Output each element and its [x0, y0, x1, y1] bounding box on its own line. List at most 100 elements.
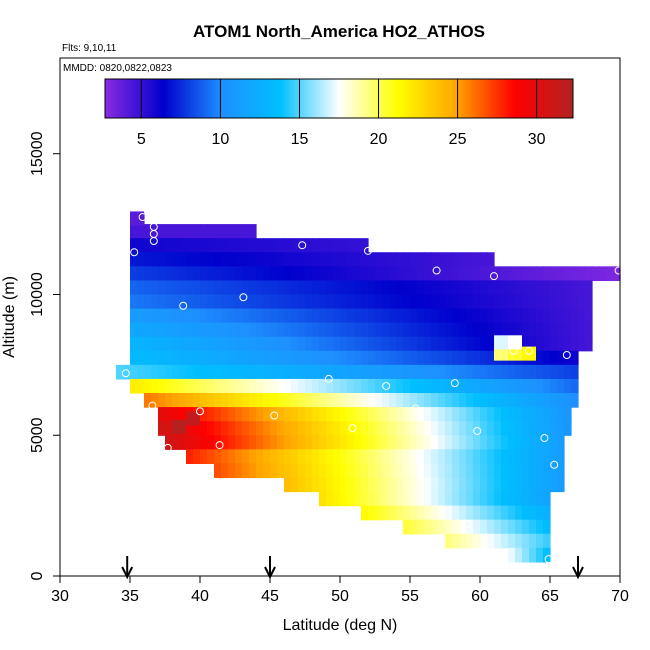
heatmap-cell [193, 322, 201, 338]
heatmap-cell [305, 378, 313, 394]
heatmap-cell [361, 364, 369, 380]
heatmap-cell [137, 266, 145, 282]
heatmap-cell [529, 407, 537, 422]
heatmap-cell [424, 322, 432, 338]
heatmap-cell [270, 463, 278, 479]
heatmap-cell [172, 364, 180, 380]
heatmap-cell [284, 393, 292, 408]
heatmap-cell [431, 252, 439, 267]
heatmap-cell [508, 505, 516, 521]
heatmap-cell [340, 364, 348, 380]
heatmap-cell [410, 378, 418, 394]
heatmap-cell [326, 407, 334, 422]
heatmap-cell [228, 238, 236, 253]
heatmap-cell [480, 463, 488, 479]
heatmap-cell [144, 350, 152, 366]
heatmap-cell [340, 421, 348, 436]
heatmap-cell [480, 519, 488, 535]
heatmap-cell [466, 266, 474, 282]
heatmap-cell [249, 280, 257, 296]
heatmap-cell [459, 519, 467, 535]
observation-point [525, 346, 533, 355]
heatmap-cell [382, 364, 390, 380]
heatmap-cell [326, 435, 334, 450]
heatmap-cell [389, 378, 397, 394]
heatmap-cell [333, 280, 341, 296]
heatmap-cell [396, 491, 404, 507]
heatmap-cell [291, 449, 299, 464]
heatmap-cell [284, 266, 292, 282]
heatmap-cell [536, 463, 544, 479]
heatmap-cell [137, 224, 145, 239]
heatmap-cell [214, 280, 222, 296]
heatmap-cell [438, 294, 446, 310]
heatmap-cell [249, 378, 257, 394]
heatmap-cell [179, 252, 187, 267]
heatmap-cell [501, 364, 509, 380]
heatmap-cell [347, 378, 355, 394]
heatmap-cell [501, 322, 509, 338]
heatmap-cell [200, 364, 208, 380]
heatmap-cell [193, 378, 201, 394]
heatmap-cell [543, 435, 551, 450]
heatmap-cell [312, 421, 320, 436]
heatmap-cell [368, 322, 376, 338]
heatmap-cell [501, 491, 509, 507]
observation-point [138, 213, 147, 222]
heatmap-cell [417, 393, 425, 408]
heatmap-cell [291, 266, 299, 282]
heatmap-cell [410, 435, 418, 450]
heatmap-cell [347, 322, 355, 338]
heatmap-cell [445, 421, 453, 436]
heatmap-cell [186, 238, 194, 253]
heatmap-cell [312, 350, 320, 366]
heatmap-cell [228, 393, 236, 408]
heatmap-cell [298, 280, 306, 296]
heatmap-cell [319, 491, 327, 507]
heatmap-cell [494, 407, 502, 422]
heatmap-cell [487, 252, 495, 267]
colorbar: 5 10 15 20 25 30 [104, 78, 574, 148]
heatmap-cell [410, 449, 418, 464]
observation-point [196, 407, 204, 416]
heatmap-cell [564, 378, 572, 394]
heatmap-cell [536, 533, 544, 549]
heatmap-cell [459, 350, 467, 366]
heatmap-cell [354, 280, 362, 296]
heatmap-cell [473, 364, 481, 380]
heatmap-cell [389, 449, 397, 464]
heatmap-cell [473, 449, 481, 464]
heatmap-cell [424, 266, 432, 282]
heatmap-cell [494, 378, 502, 394]
heatmap-cell [340, 280, 348, 296]
heatmap-cell [466, 364, 474, 380]
heatmap-cell [375, 322, 383, 338]
heatmap-cell [130, 280, 138, 296]
heatmap-cell [263, 252, 271, 267]
heatmap-cell [508, 266, 516, 282]
heatmap-cell [333, 435, 341, 450]
heatmap-cell [543, 421, 551, 436]
heatmap-cell [431, 294, 439, 310]
heatmap-cell [305, 407, 313, 422]
heatmap-cell [382, 294, 390, 310]
heatmap-cell [228, 449, 236, 464]
heatmap-cell [179, 407, 187, 422]
heatmap-cell [214, 350, 222, 366]
heatmap-cell [326, 294, 334, 310]
heatmap-cell [599, 266, 607, 282]
heatmap-cell [459, 294, 467, 310]
arrow-head [572, 566, 584, 580]
heatmap-cell [375, 477, 383, 493]
heatmap-cell [424, 378, 432, 394]
heatmap-cell [158, 252, 166, 267]
heatmap-cell [165, 336, 173, 352]
heatmap-cell [522, 547, 530, 563]
heatmap-cell [522, 280, 530, 296]
heatmap-cell [347, 477, 355, 493]
heatmap-cell [235, 308, 243, 324]
observation-point [432, 266, 441, 275]
heatmap-cell [347, 294, 355, 310]
heatmap-cell [424, 449, 432, 464]
heatmap-cell [235, 421, 243, 436]
